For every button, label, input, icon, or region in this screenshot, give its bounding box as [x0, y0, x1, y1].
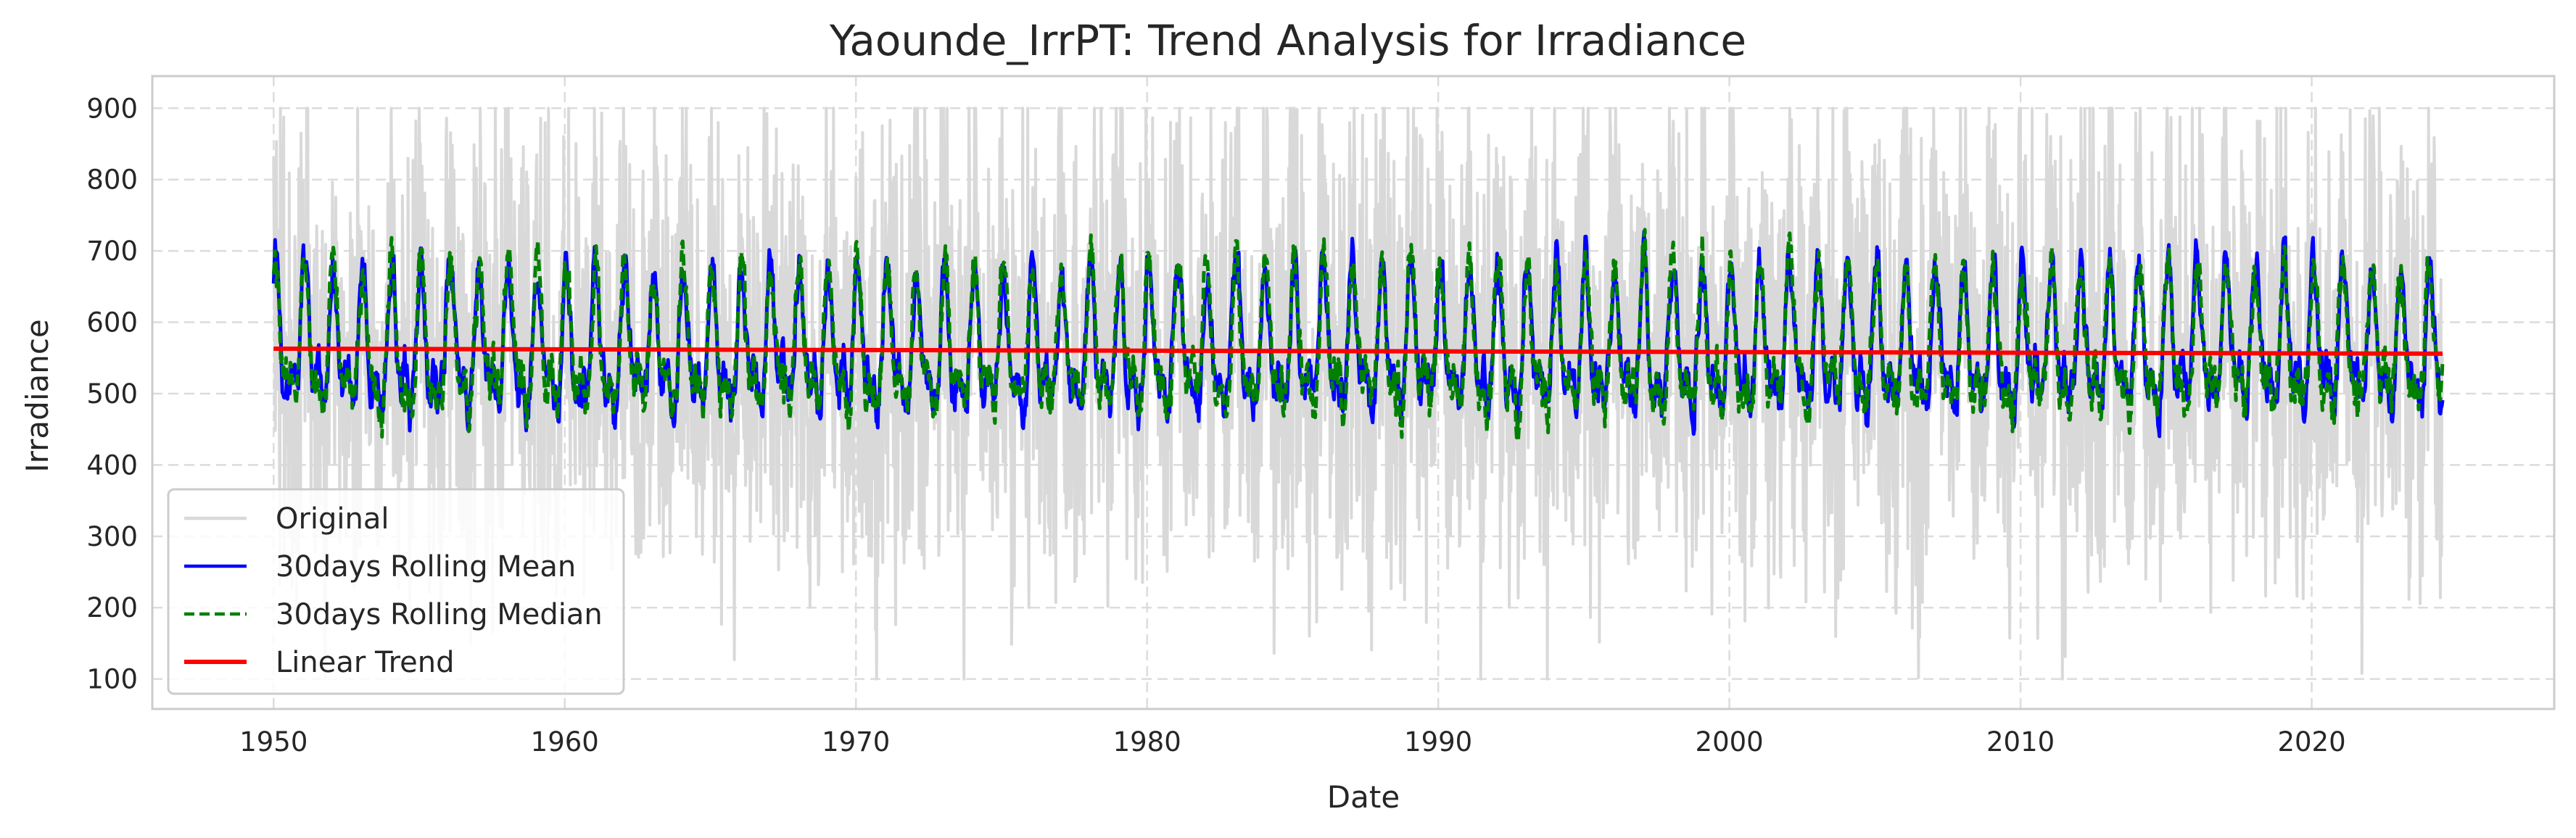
legend-entries: Original 30days Rolling Mean 30days Rollin…	[184, 502, 603, 679]
y-tick-label: 300	[86, 521, 138, 552]
legend-label: 30days Rolling Median	[276, 598, 603, 631]
y-tick-label: 600	[86, 307, 138, 339]
x-axis-ticks: 1950 1960 1970 1980 1990 2000 2010 2020	[239, 726, 2345, 758]
legend-entry: Linear Trend	[184, 646, 455, 679]
legend-entry: 30days Rolling Mean	[184, 550, 576, 584]
legend-label: 30days Rolling Mean	[276, 550, 576, 584]
linear-trend-line	[273, 347, 2443, 356]
plot-series	[271, 107, 2445, 681]
plot-frame	[151, 75, 2556, 710]
x-tick-label: 1990	[1404, 726, 1472, 758]
legend: Original 30days Rolling Mean 30days Rollin…	[167, 488, 625, 695]
y-tick-label: 200	[86, 592, 138, 623]
legend-entry: 30days Rolling Median	[184, 598, 603, 631]
x-tick-label: 2010	[1986, 726, 2055, 758]
y-axis-label: Irradiance	[20, 319, 55, 473]
x-tick-label: 2000	[1696, 726, 1764, 758]
x-tick-label: 1950	[239, 726, 307, 758]
x-tick-label: 1980	[1113, 726, 1181, 758]
legend-entry: Original	[184, 502, 389, 536]
y-tick-label: 900	[86, 93, 138, 124]
x-tick-label: 1960	[531, 726, 599, 758]
legend-box	[167, 488, 625, 695]
y-tick-label: 400	[86, 449, 138, 481]
rolling-median-line	[271, 228, 2445, 442]
y-tick-label: 700	[86, 236, 138, 267]
y-tick-label: 100	[86, 664, 138, 695]
legend-label: Original	[276, 502, 389, 536]
original-series-line	[272, 107, 2444, 681]
legend-label: Linear Trend	[276, 646, 455, 679]
chart-title: Yaounde_IrrPT: Trend Analysis for Irradi…	[829, 16, 1746, 65]
y-tick-label: 500	[86, 378, 138, 410]
x-tick-label: 2020	[2277, 726, 2345, 758]
x-tick-label: 1970	[822, 726, 890, 758]
y-axis-ticks: 100 200 300 400 500 600 700 800 900	[86, 93, 138, 694]
x-axis-label: Date	[1327, 779, 1400, 815]
y-tick-label: 800	[86, 165, 138, 196]
